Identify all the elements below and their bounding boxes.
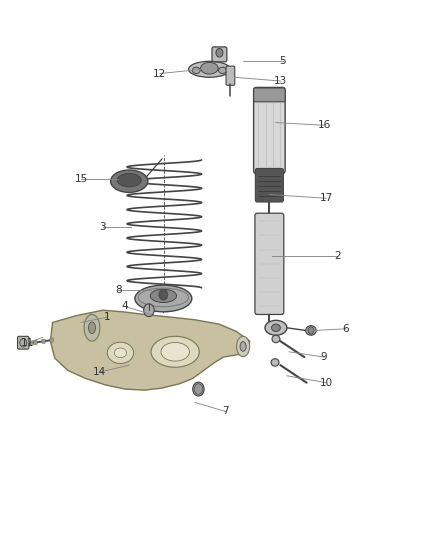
- FancyBboxPatch shape: [34, 341, 37, 345]
- Ellipse shape: [150, 289, 177, 303]
- FancyBboxPatch shape: [18, 336, 29, 349]
- Ellipse shape: [161, 342, 190, 361]
- Text: 9: 9: [321, 352, 328, 362]
- Text: 12: 12: [153, 69, 166, 78]
- Ellipse shape: [117, 173, 141, 187]
- Text: 2: 2: [334, 251, 341, 261]
- Text: 17: 17: [320, 193, 333, 203]
- Ellipse shape: [306, 326, 316, 335]
- Circle shape: [216, 49, 223, 57]
- FancyBboxPatch shape: [254, 88, 285, 102]
- Ellipse shape: [84, 314, 100, 341]
- Ellipse shape: [201, 62, 218, 74]
- Ellipse shape: [219, 67, 226, 74]
- FancyBboxPatch shape: [50, 338, 53, 342]
- Polygon shape: [50, 310, 250, 390]
- FancyBboxPatch shape: [255, 213, 284, 314]
- Circle shape: [194, 384, 203, 394]
- FancyBboxPatch shape: [226, 66, 235, 85]
- Ellipse shape: [107, 342, 134, 364]
- Text: 11: 11: [21, 338, 34, 348]
- Text: 3: 3: [99, 222, 106, 231]
- Circle shape: [144, 304, 154, 317]
- FancyBboxPatch shape: [30, 341, 33, 345]
- Ellipse shape: [265, 320, 287, 335]
- Circle shape: [193, 382, 204, 396]
- Ellipse shape: [151, 336, 199, 367]
- Text: 16: 16: [318, 120, 331, 130]
- Text: 1: 1: [104, 312, 111, 322]
- Ellipse shape: [114, 348, 127, 358]
- Text: 8: 8: [115, 286, 122, 295]
- FancyBboxPatch shape: [255, 168, 283, 202]
- Circle shape: [20, 338, 27, 347]
- Ellipse shape: [240, 342, 246, 351]
- Text: 6: 6: [343, 324, 350, 334]
- Ellipse shape: [272, 335, 280, 343]
- FancyBboxPatch shape: [212, 47, 227, 62]
- Ellipse shape: [88, 322, 95, 334]
- Ellipse shape: [135, 285, 192, 312]
- Text: 7: 7: [222, 407, 229, 416]
- Ellipse shape: [272, 324, 280, 332]
- FancyBboxPatch shape: [42, 339, 45, 343]
- Text: 15: 15: [74, 174, 88, 183]
- Ellipse shape: [237, 336, 250, 357]
- Ellipse shape: [110, 170, 148, 192]
- Circle shape: [159, 289, 168, 300]
- Text: 5: 5: [279, 56, 286, 66]
- Text: 4: 4: [121, 302, 128, 311]
- FancyBboxPatch shape: [25, 342, 29, 346]
- Ellipse shape: [192, 67, 200, 74]
- Text: 13: 13: [274, 76, 287, 86]
- Circle shape: [308, 327, 314, 334]
- FancyBboxPatch shape: [254, 87, 285, 174]
- Ellipse shape: [188, 61, 230, 77]
- Text: 14: 14: [93, 367, 106, 377]
- Ellipse shape: [271, 359, 279, 366]
- Text: 10: 10: [320, 378, 333, 387]
